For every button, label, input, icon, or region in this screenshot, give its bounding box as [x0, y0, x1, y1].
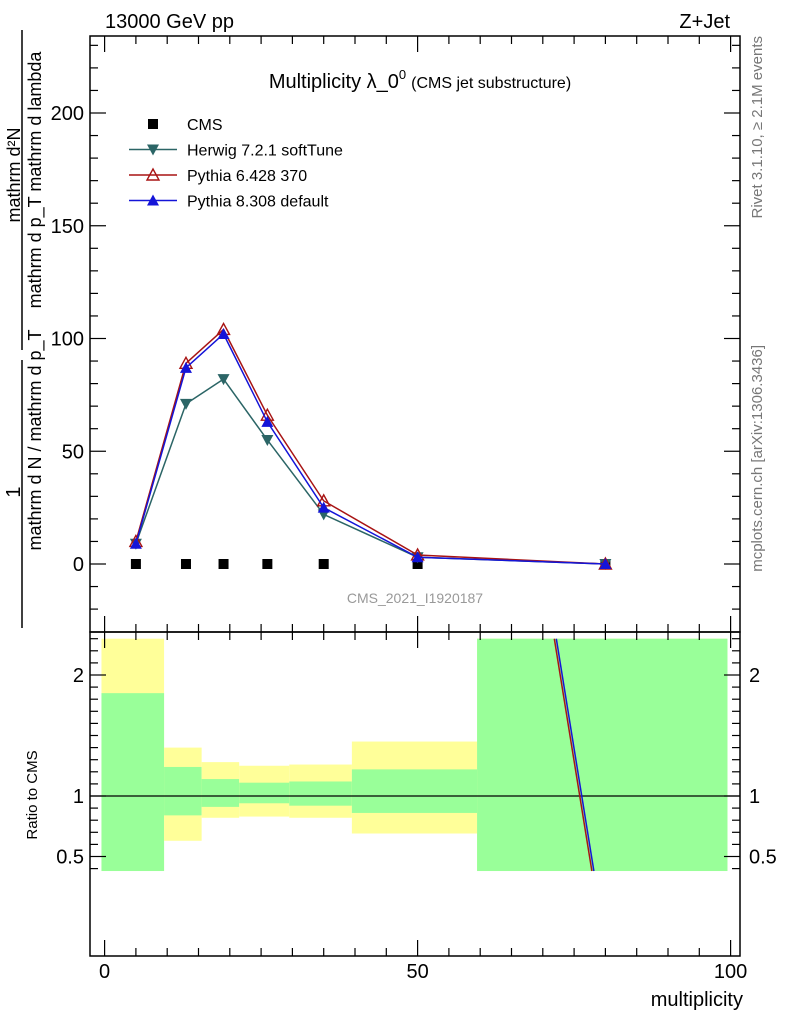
legend-marker-cms	[148, 119, 158, 129]
ratio-band-green	[351, 769, 478, 813]
main-y-tick-label: 50	[62, 441, 84, 463]
data-point-pythia-8-308-default	[129, 537, 142, 549]
side-mcplots-label: mcplots.cern.ch [arXiv:1306.3436]	[749, 345, 766, 572]
y-label-num: mathrm d²N	[4, 127, 24, 222]
main-y-tick-label: 200	[51, 103, 84, 125]
main-title-text: Multiplicity λ_0	[269, 71, 399, 93]
legend: CMS Herwig 7.2.1 softTune Pythia 6.428 370…	[129, 117, 343, 211]
ratio-panel-border	[89, 631, 741, 957]
y-label-prefix-den: mathrm d N / mathrm d p_T	[25, 329, 46, 550]
data-point-pythia-8-308-default	[599, 558, 612, 569]
ratio-panel-bands	[90, 638, 740, 872]
ratio-y-tick-label-right: 2	[749, 665, 760, 687]
data-point-herwig-7-2-1-softtune	[261, 434, 274, 446]
data-point-cms	[318, 559, 329, 569]
ratio-band-green	[477, 638, 728, 872]
main-title: Multiplicity λ_00 (CMS jet substructure)	[269, 67, 571, 93]
data-point-cms	[130, 559, 141, 569]
ratio-band-green	[164, 766, 202, 816]
ratio-y-axis-label: Ratio to CMS	[24, 750, 41, 839]
legend-marker-herwig-7-2-1-softtune	[147, 144, 159, 156]
ratio-panel-axes: 0.5 0.5 1 1 2 2 0 50 100	[56, 631, 777, 983]
data-point-cms	[218, 559, 229, 569]
main-y-axis-label: 1 mathrm d N / mathrm d p_T mathrm d²N m…	[3, 30, 46, 628]
y-label-den: mathrm d p_T mathrm d lambda	[25, 51, 46, 309]
legend-marker-pythia-8-308-default	[147, 194, 159, 206]
data-point-herwig-7-2-1-softtune	[179, 398, 192, 410]
data-point-pythia-8-308-default	[217, 327, 230, 339]
ratio-y-tick-label-right: 0.5	[749, 847, 777, 869]
ratio-line-pythia-6-428-370	[553, 638, 593, 872]
ratio-y-tick-label: 2	[73, 665, 84, 687]
data-point-cms	[180, 559, 191, 569]
ratio-band-green	[101, 693, 165, 872]
main-y-tick-label: 100	[51, 329, 84, 351]
ratio-y-tick-label: 0.5	[56, 847, 84, 869]
main-subtitle: (CMS jet substructure)	[411, 75, 571, 92]
data-point-herwig-7-2-1-softtune	[217, 374, 230, 386]
x-axis-label: multiplicity	[651, 989, 743, 1011]
ratio-panel-series	[553, 638, 595, 872]
main-y-tick-label: 150	[51, 216, 84, 238]
ratio-band-green	[201, 779, 240, 807]
ratio-y-tick-label: 1	[73, 786, 84, 808]
data-point-pythia-8-308-default	[317, 501, 330, 513]
legend-label-herwig-7-2-1-softtune: Herwig 7.2.1 softTune	[187, 143, 343, 160]
ratio-band-green	[289, 781, 352, 806]
x-tick-label: 50	[406, 961, 428, 983]
data-point-pythia-8-308-default	[411, 551, 424, 563]
legend-label-pythia-8-308-default: Pythia 8.308 default	[187, 194, 329, 211]
analysis-watermark: CMS_2021_I1920187	[347, 590, 483, 606]
x-tick-label: 100	[714, 961, 747, 983]
x-tick-label: 0	[99, 961, 110, 983]
legend-label-cms: CMS	[187, 117, 223, 134]
header-energy: 13000 GeV pp	[105, 11, 234, 33]
side-rivet-label: Rivet 3.1.10, ≥ 2.1M events	[749, 36, 766, 219]
main-panel-frame	[90, 36, 740, 632]
main-y-tick-label: 0	[73, 554, 84, 576]
main-title-superscript: 0	[399, 67, 406, 82]
data-point-pythia-8-308-default	[261, 415, 274, 427]
main-panel-series	[128, 322, 613, 570]
data-point-cms	[412, 559, 423, 569]
main-panel-background	[90, 36, 740, 632]
header-process: Z+Jet	[679, 11, 730, 33]
ratio-band-green	[239, 782, 290, 804]
legend-marker-pythia-6-428-370	[145, 167, 161, 181]
data-point-cms	[262, 559, 273, 569]
data-point-pythia-8-308-default	[179, 361, 192, 373]
y-label-prefix-num: 1	[3, 486, 25, 497]
legend-label-pythia-6-428-370: Pythia 6.428 370	[187, 168, 307, 185]
ratio-y-tick-label-right: 1	[749, 786, 760, 808]
ratio-line-pythia-8-308-default	[555, 638, 595, 872]
